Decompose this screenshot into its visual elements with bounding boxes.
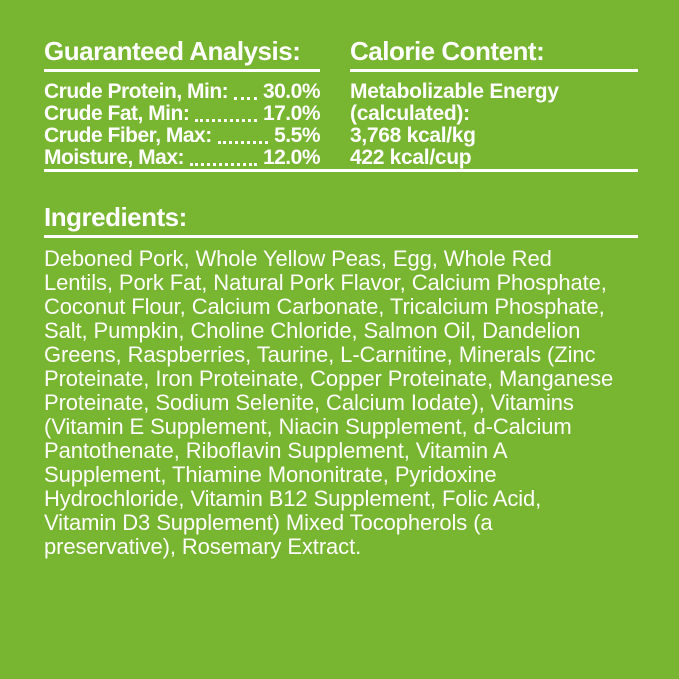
ingredients-heading: Ingredients: (44, 202, 187, 232)
analysis-row-fat: Crude Fat, Min: 17.0% (44, 102, 321, 125)
analysis-row-label: Moisture, Max: (44, 146, 185, 169)
guaranteed-analysis-underline (44, 69, 320, 72)
ingredients-section: Ingredients: Deboned Pork, Whole Yellow … (44, 203, 638, 559)
dotted-leader (232, 81, 259, 103)
analysis-row-fiber: Crude Fiber, Max: 5.5% (44, 125, 320, 147)
analysis-row-protein: Crude Protein, Min: 30.0% (44, 80, 321, 103)
analysis-row-label: Crude Fiber, Max: (44, 124, 212, 147)
guaranteed-analysis-section: Guaranteed Analysis: Crude Protein, Min:… (44, 36, 321, 169)
analysis-row-value: 30.0% (262, 80, 321, 103)
ingredients-paragraph: Deboned Pork, Whole Yellow Peas, Egg, Wh… (44, 246, 614, 559)
section-divider-rule (44, 169, 638, 172)
calorie-line-kcal-cup: 422 kcal/cup (350, 146, 472, 169)
dotted-leader (193, 103, 259, 125)
analysis-row-label: Crude Protein, Min: (44, 80, 229, 103)
guaranteed-analysis-heading: Guaranteed Analysis: (44, 36, 301, 66)
calorie-content-heading: Calorie Content: (350, 36, 545, 66)
ingredients-underline (44, 235, 638, 238)
guaranteed-analysis-rows: Crude Protein, Min: 30.0% Crude Fat, Min… (44, 80, 321, 169)
analysis-row-value: 17.0% (262, 102, 321, 125)
calorie-content-section: Calorie Content: Metabolizable Energy (c… (350, 37, 638, 169)
calorie-line-energy: Metabolizable Energy (350, 80, 559, 103)
dotted-leader (216, 125, 270, 147)
dotted-leader (188, 147, 259, 169)
analysis-row-value: 12.0% (262, 146, 321, 169)
calorie-content-lines: Metabolizable Energy (calculated): 3,768… (350, 81, 638, 169)
calorie-line-kcal-kg: 3,768 kcal/kg (350, 124, 476, 147)
analysis-row-label: Crude Fat, Min: (44, 102, 190, 125)
calorie-line-calculated: (calculated): (350, 102, 470, 125)
analysis-row-moisture: Moisture, Max: 12.0% (44, 146, 321, 169)
analysis-row-value: 5.5% (274, 124, 320, 147)
calorie-content-underline (350, 69, 638, 72)
